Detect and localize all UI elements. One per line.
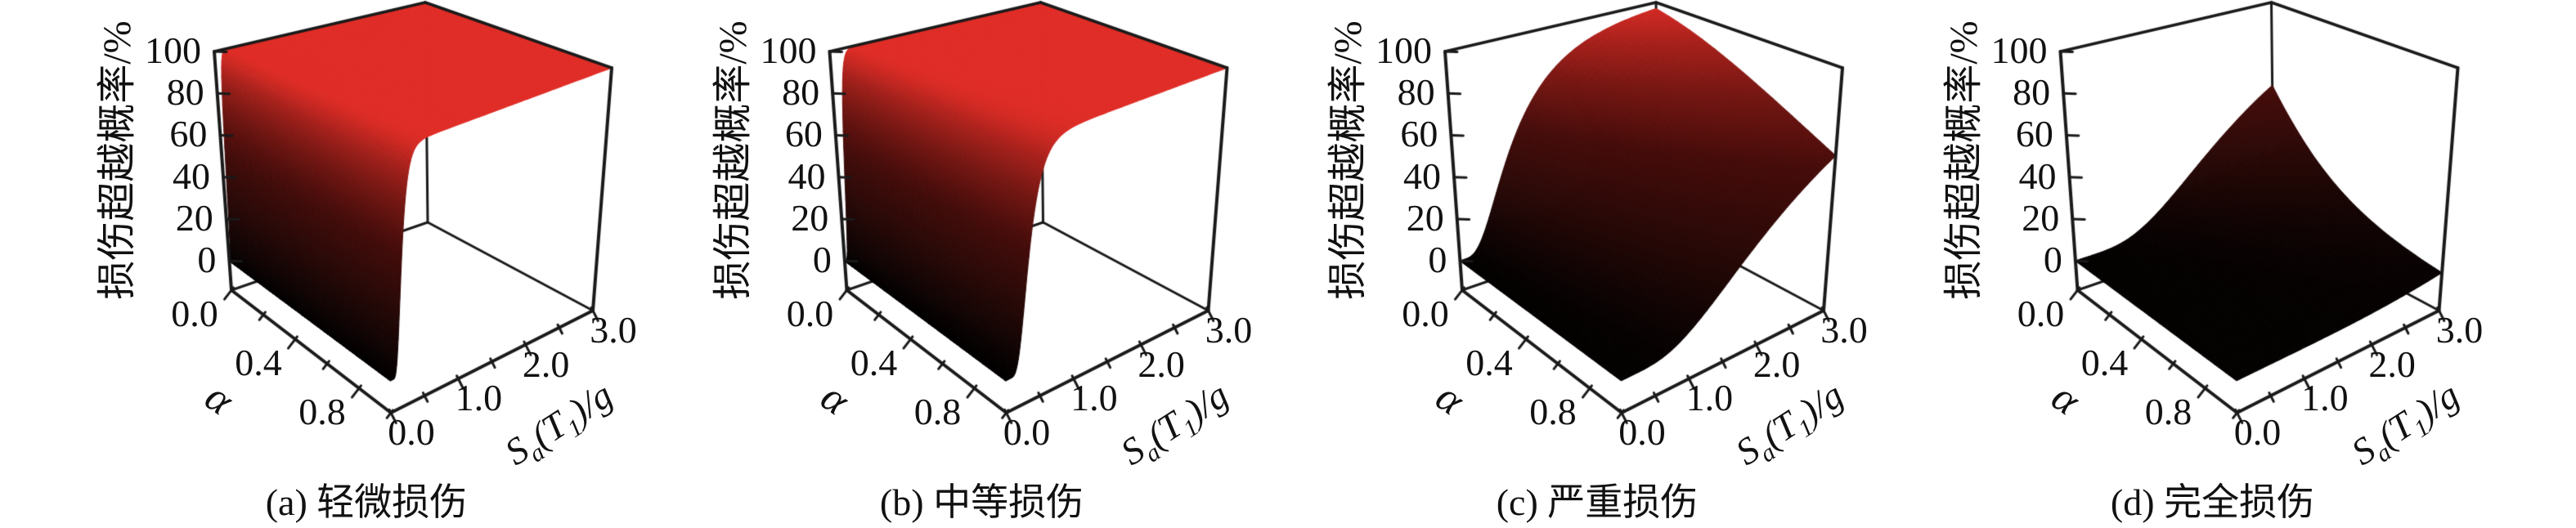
fragility-surfaces-figure: 损伤超越概率/% α Sa(T1)/g (a) 轻微损伤 0 20 40 60 80 10… [0,0,2576,528]
surface-canvas [0,0,2576,528]
